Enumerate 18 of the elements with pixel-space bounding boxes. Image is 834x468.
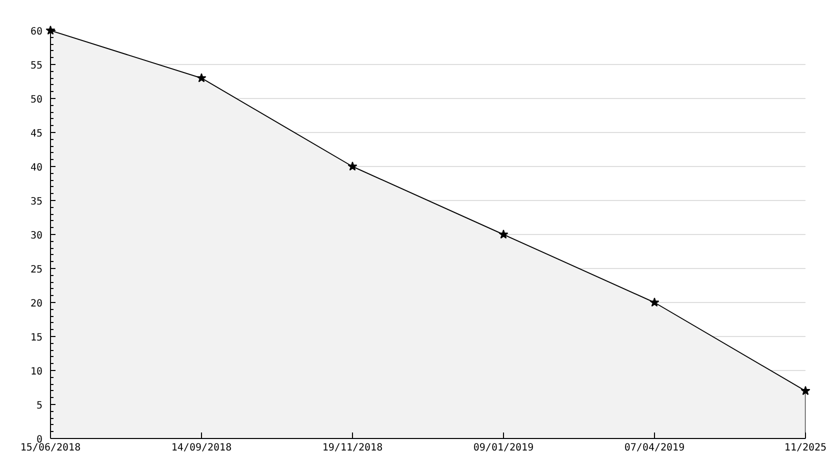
- x-tick-label: 15/06/2018: [20, 442, 81, 454]
- y-tick-label: 30: [30, 230, 43, 242]
- x-tick-label: 19/11/2018: [322, 442, 383, 454]
- y-tick-label: 35: [30, 196, 43, 208]
- y-tick-label: 40: [30, 162, 43, 174]
- x-tick-label: 07/04/2019: [624, 442, 685, 454]
- x-tick-label: 09/01/2019: [473, 442, 534, 454]
- x-tick-label: 11/2025: [784, 442, 827, 454]
- x-tick-label: 14/09/2018: [171, 442, 232, 454]
- y-tick-label: 5: [36, 400, 43, 412]
- y-tick-label: 25: [30, 264, 43, 276]
- y-tick-label: 60: [30, 26, 43, 38]
- y-tick-label: 55: [30, 60, 43, 72]
- y-tick-label: 45: [30, 128, 43, 140]
- y-tick-label: 20: [30, 298, 43, 310]
- y-tick-label: 15: [30, 332, 43, 344]
- y-tick-label: 50: [30, 94, 43, 106]
- y-tick-label: 10: [30, 366, 43, 378]
